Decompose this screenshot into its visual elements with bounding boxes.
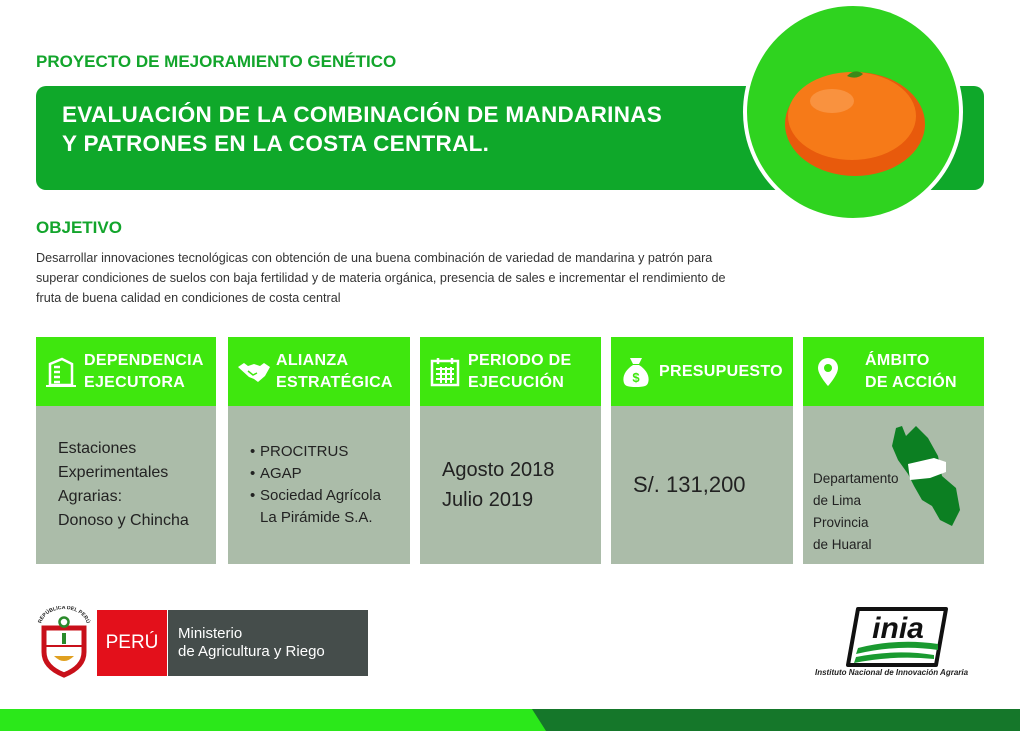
card-title: DE ACCIÓN [865,373,957,391]
card-title: ALIANZA [276,351,349,369]
alliance-list: • PROCITRUS • AGAP • Sociedad Agrícola La P… [250,441,381,529]
list-item: La Pirámide S.A. [260,509,373,526]
card-title: EJECUTORA [84,373,186,391]
peru-coat-of-arms-icon: REPÚBLICA DEL PERÚ [37,606,92,678]
peru-label: PERÚ [97,610,167,676]
card-periodo: PERIODO DE EJECUCIÓN Agosto 2018 Julio 201… [420,337,601,564]
handshake-icon [238,362,270,382]
card-line: Julio 2019 [442,489,534,511]
mandarin-circle [743,2,963,222]
card-line: Provincia [813,515,869,530]
objective-text: Desarrollar innovaciones tecnológicas co… [36,251,726,305]
mandarin-icon [785,71,925,176]
shield-text: REPÚBLICA DEL PERÚ [37,606,91,624]
card-title: PERIODO DE [468,351,572,369]
card-dependencia: DEPENDENCIA EJECUTORA Estaciones Experimen… [36,337,216,564]
card-line: de Lima [813,493,862,508]
svg-text:$: $ [632,370,640,385]
svg-text:inia: inia [872,612,924,645]
objective-heading: OBJETIVO [36,218,122,237]
card-line: Experimentales [58,464,169,481]
card-title: DEPENDENCIA [84,351,204,369]
list-item: • Sociedad Agrícola [250,487,381,504]
ministry-label: Ministerio de Agricultura y Riego [168,610,368,676]
budget-value: S/. 131,200 [633,472,746,497]
card-title: ESTRATÉGICA [276,373,393,391]
inia-logo: inia [846,607,948,667]
card-line: Donoso y Chincha [58,512,189,529]
lima-map-icon [892,426,960,526]
location-pin-icon [818,357,838,386]
list-item: • PROCITRUS [250,443,349,460]
list-item: • AGAP [250,465,302,482]
card-line: Departamento [813,471,899,486]
card-line: Agrarias: [58,488,123,505]
card-title: ÁMBITO [865,351,930,369]
money-bag-icon: $ [623,357,649,387]
page-title: EVALUACIÓN DE LA COMBINACIÓN DE MANDARIN… [62,100,662,158]
title-line: Y PATRONES EN LA COSTA CENTRAL. [62,131,490,156]
footer-stripe [0,709,1020,731]
inia-caption: Instituto Nacional de Innovación Agraria [815,668,969,677]
card-title: PRESUPUESTO [659,362,783,380]
card-ambito: ÁMBITO DE ACCIÓN Departamento de Lima Provi… [803,337,984,564]
card-line: Agosto 2018 [442,459,555,481]
calendar-icon [430,357,460,386]
building-icon [46,357,76,387]
card-alianza: ALIANZA ESTRATÉGICA • PROCITRUS • AGAP • Soc… [228,337,410,564]
card-line: Estaciones [58,440,137,457]
title-line: EVALUACIÓN DE LA COMBINACIÓN DE MANDARIN… [62,102,663,127]
card-presupuesto: $ PRESUPUESTO S/. 131,200 [611,337,793,564]
project-kicker: PROYECTO DE MEJORAMIENTO GENÉTICO [36,52,397,71]
card-line: de Huaral [813,537,872,552]
card-title: EJECUCIÓN [468,373,565,391]
